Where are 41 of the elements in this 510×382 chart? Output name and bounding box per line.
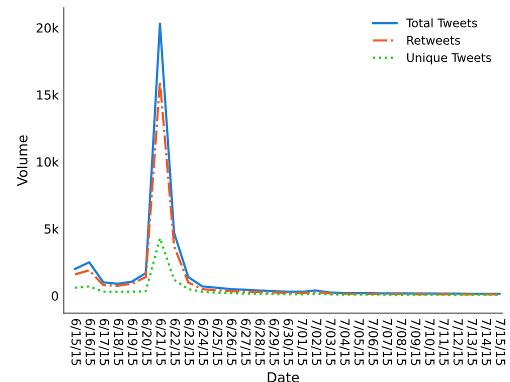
x-tick-label: 7/08/15	[396, 319, 406, 366]
x-tick-label: 7/10/15	[424, 319, 435, 366]
x-tick-label: 7/07/15	[382, 319, 392, 366]
y-tick-label: 0	[52, 291, 58, 301]
x-tick-label: 7/04/15	[339, 319, 350, 366]
x-tick-label: 6/28/15	[254, 318, 265, 366]
x-tick-label: 7/11/15	[438, 319, 449, 366]
x-tick-label: 7/03/15	[325, 319, 336, 366]
x-tick-label: 6/16/15	[84, 318, 96, 366]
y-tick-label: 10k	[37, 157, 59, 167]
x-tick-label: 6/30/15	[282, 318, 294, 366]
line-series	[74, 80, 501, 296]
x-tick-label: 7/05/15	[353, 319, 364, 366]
x-tick-label: 6/18/15	[112, 318, 124, 366]
x-tick-label: 7/06/15	[368, 319, 378, 366]
x-tick-label: 6/26/15	[226, 318, 237, 366]
y-tick-label: 5k	[44, 224, 59, 234]
x-tick-label: 7/01/15	[296, 319, 308, 366]
x-tick-label: 6/24/15	[198, 318, 208, 366]
legend-label: Retweets	[407, 36, 460, 45]
x-tick-label: 6/21/15	[155, 318, 166, 366]
y-tick-label: 15k	[37, 90, 59, 100]
x-tick-label: 6/27/15	[240, 318, 251, 366]
x-tick-label: 7/15/15	[494, 319, 506, 366]
x-tick-label: 7/12/15	[452, 319, 463, 366]
x-tick-label: 6/29/15	[268, 318, 279, 366]
x-tick-label: 6/22/15	[170, 318, 180, 366]
x-tick-label: 6/20/15	[141, 318, 152, 366]
x-tick-label: 6/17/15	[98, 318, 110, 366]
x-tick-label: 6/23/15	[184, 318, 194, 366]
x-tick-label: 7/09/15	[410, 319, 420, 366]
y-axis-title: Volume	[16, 135, 28, 186]
x-tick-label: 7/13/15	[466, 319, 478, 366]
x-tick-label: 6/19/15	[127, 318, 138, 366]
y-tick-label: 20k	[36, 22, 59, 33]
legend-label: Total Tweets	[406, 18, 478, 28]
x-tick-label: 6/15/15	[70, 318, 81, 366]
x-tick-label: 7/02/15	[310, 319, 322, 366]
x-tick-label: 6/25/15	[212, 318, 222, 366]
x-tick-label: 7/14/15	[480, 319, 492, 366]
legend-label: Unique Tweets	[407, 52, 492, 64]
